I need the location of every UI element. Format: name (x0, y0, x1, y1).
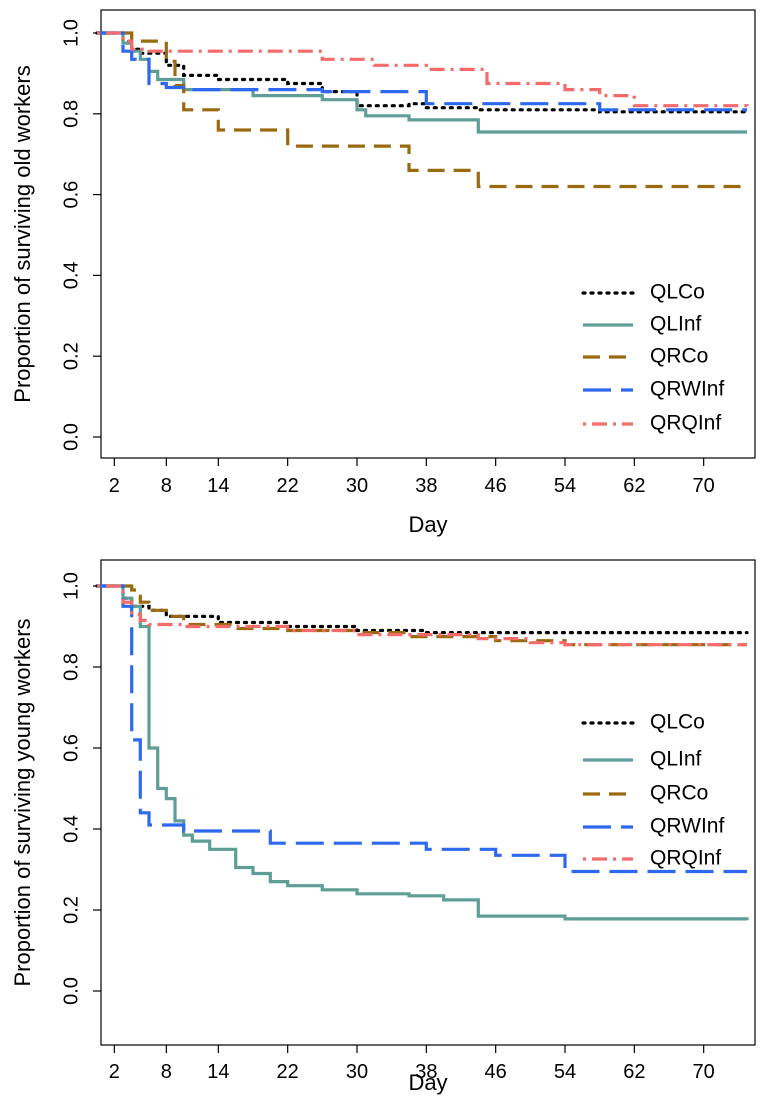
legend: QLCo QLInf QRCo QRWInf QRQInf (581, 711, 724, 870)
y-tick-label: 0.6 (60, 734, 82, 762)
y-tick-label: 0.0 (60, 423, 82, 451)
x-tick-label: 46 (485, 1061, 507, 1083)
y-tick-label: 0.8 (60, 653, 82, 681)
y-tick-label: 0.2 (60, 342, 82, 370)
x-tick-label: 54 (554, 475, 576, 497)
legend-label-QLInf: QLInf (650, 313, 702, 336)
legend-label-QLCo: QLCo (650, 281, 705, 304)
series-line-QRWInf (97, 31, 747, 112)
x-tick-label: 22 (277, 475, 299, 497)
y-axis-title: Proportion of surviving old workers (10, 65, 35, 402)
y-tick-label: 0.6 (60, 181, 82, 209)
x-tick-label: 14 (207, 1061, 229, 1083)
x-tick-label: 62 (623, 475, 645, 497)
y-tick-label: 0.2 (60, 896, 82, 924)
x-tick-label: 38 (415, 475, 437, 497)
x-tick-label: 14 (207, 475, 229, 497)
y-tick-label: 1.0 (60, 19, 82, 47)
x-tick-label: 70 (693, 475, 715, 497)
legend-label-QRQInf: QRQInf (650, 412, 721, 435)
series-line-QLCo (95, 31, 749, 114)
x-tick-label: 2 (109, 475, 120, 497)
panel-1: 0.0 0.2 0.4 0.6 0.8 1.0 2 8 14 22 30 38 46 54 62 70 Day P… (10, 9, 756, 537)
plot-frame (100, 9, 756, 459)
x-tick-label: 46 (485, 475, 507, 497)
x-tick-label: 70 (693, 1061, 715, 1083)
y-tick-label: 0.4 (60, 815, 82, 843)
y-tick-label: 0.0 (60, 977, 82, 1005)
x-tick-label: 30 (346, 475, 368, 497)
legend: QLCo QLInf QRCo QRWInf QRQInf (581, 281, 724, 435)
legend-label-QRQInf: QRQInf (650, 847, 721, 870)
plot-frame (100, 559, 756, 1046)
legend-label-QRCo: QRCo (650, 782, 708, 805)
x-tick-label: 22 (277, 1061, 299, 1083)
legend-label-QRWInf: QRWInf (650, 378, 724, 401)
legend-label-QLInf: QLInf (650, 748, 702, 771)
series-line-QLInf (97, 31, 747, 134)
y-tick-label: 0.8 (60, 100, 82, 128)
x-tick-label: 2 (109, 1061, 120, 1083)
y-tick-label: 0.4 (60, 261, 82, 289)
x-tick-label: 38 (415, 1061, 437, 1083)
series-line-QRQInf (97, 31, 749, 108)
x-tick-label: 54 (554, 1061, 576, 1083)
y-tick-label: 1.0 (60, 572, 82, 600)
x-tick-label: 8 (161, 475, 172, 497)
x-axis-title: Day (408, 1070, 447, 1095)
legend-label-QLCo: QLCo (650, 711, 705, 734)
x-axis-title: Day (408, 512, 447, 537)
legend-label-QRWInf: QRWInf (650, 815, 724, 838)
x-tick-label: 62 (623, 1061, 645, 1083)
series-line-QLInf (97, 584, 749, 921)
x-tick-label: 8 (161, 1061, 172, 1083)
panel-2: 0.0 0.2 0.4 0.6 0.8 1.0 2 8 14 22 30 38 46 54 62 70 Day P… (10, 559, 756, 1095)
legend-label-QRCo: QRCo (650, 345, 708, 368)
x-tick-label: 30 (346, 1061, 368, 1083)
series-line-QRWInf (97, 584, 747, 874)
y-axis-title: Proportion of surviving young workers (10, 618, 35, 986)
